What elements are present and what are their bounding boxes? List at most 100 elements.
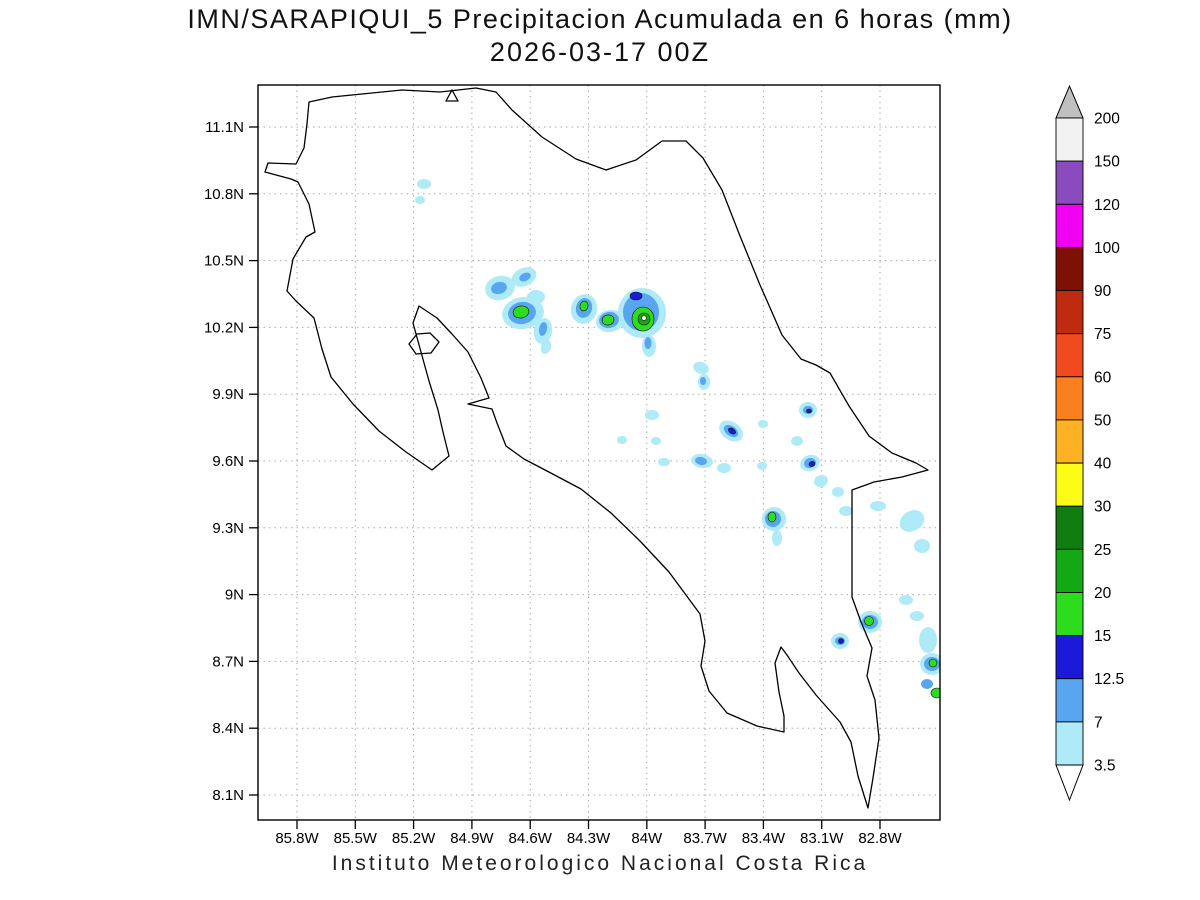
x-tick-label: 84W <box>631 830 663 847</box>
y-axis-labels: 11.1N 10.8N 10.5N 10.2N 9.9N 9.6N 9.3N 9… <box>204 119 244 804</box>
map-title: IMN/SARAPIQUI_5 Precipitacion Acumulada … <box>187 4 1013 34</box>
y-tick-label: 8.4N <box>212 720 244 737</box>
title-block: IMN/SARAPIQUI_5 Precipitacion Acumulada … <box>0 4 1200 68</box>
x-tick-label: 83.7W <box>683 830 727 847</box>
precip-cell <box>757 462 767 470</box>
precip-cell <box>864 616 874 626</box>
colorbar-bands <box>1055 117 1084 766</box>
precip-cell <box>899 595 913 605</box>
precip-cell <box>644 337 652 349</box>
svg-text:100: 100 <box>1094 240 1120 257</box>
precip-cell <box>700 377 706 385</box>
precip-cell <box>832 487 844 497</box>
colorbar-arrow-top <box>1055 84 1084 119</box>
svg-text:90: 90 <box>1094 283 1112 300</box>
map-datetime: 2026-03-17 00Z <box>489 37 711 67</box>
colorbar: 200 150 120 100 90 75 60 50 40 30 25 20 … <box>1055 84 1124 802</box>
svg-text:7: 7 <box>1094 714 1103 731</box>
svg-text:3.5: 3.5 <box>1094 758 1116 775</box>
precip-cell <box>519 272 531 282</box>
precip-cell <box>767 511 777 523</box>
plot-frame <box>257 84 941 821</box>
svg-text:40: 40 <box>1094 456 1112 473</box>
svg-text:120: 120 <box>1094 197 1120 214</box>
precip-cells <box>415 179 940 699</box>
y-tick-label: 10.8N <box>204 186 244 203</box>
x-tick-label: 84.9W <box>450 830 494 847</box>
x-tick-label: 83.4W <box>742 830 786 847</box>
precip-cell <box>839 506 853 516</box>
y-tick-label: 10.2N <box>204 319 244 336</box>
precip-cell <box>641 315 647 321</box>
svg-text:25: 25 <box>1094 542 1111 559</box>
precip-cell <box>645 410 659 420</box>
colorbar-labels: 200 150 120 100 90 75 60 50 40 30 25 20 … <box>1094 111 1124 775</box>
precip-cell <box>415 196 425 204</box>
chira-island-outline <box>408 332 440 355</box>
x-tick-label: 84.3W <box>567 830 611 847</box>
precip-cell <box>758 420 768 428</box>
precip-cell <box>417 179 431 189</box>
precip-cell <box>617 436 627 444</box>
precip-cell <box>899 510 925 532</box>
institution-footer: Instituto Meteorologico Nacional Costa R… <box>331 852 869 875</box>
precip-cell <box>491 281 507 295</box>
svg-text:20: 20 <box>1094 585 1112 602</box>
svg-text:12.5: 12.5 <box>1094 671 1124 688</box>
precip-cell <box>930 687 940 699</box>
y-tick-label: 11.1N <box>205 119 244 136</box>
precip-cell <box>914 539 930 553</box>
precip-cell <box>928 658 938 668</box>
precip-cell <box>772 530 782 546</box>
precip-cell <box>838 638 844 644</box>
y-tick-label: 8.1N <box>212 787 244 804</box>
colorbar-arrow-bottom <box>1055 764 1084 802</box>
precip-cell <box>538 322 548 336</box>
x-axis-labels: 85.8W 85.5W 85.2W 84.9W 84.6W 84.3W 84W … <box>275 830 902 847</box>
precip-cell <box>512 305 530 319</box>
precip-cell <box>919 627 937 653</box>
svg-text:50: 50 <box>1094 412 1112 429</box>
precip-cell <box>717 463 731 473</box>
precip-cell <box>540 340 552 354</box>
precip-cell <box>808 461 816 467</box>
precip-cell <box>579 300 589 312</box>
precip-cell <box>695 456 707 466</box>
svg-text:150: 150 <box>1094 154 1120 171</box>
precip-cell <box>806 408 812 414</box>
x-tick-label: 84.6W <box>509 830 553 847</box>
x-tick-label: 82.8W <box>858 830 902 847</box>
svg-text:200: 200 <box>1094 111 1120 128</box>
precip-cell <box>651 437 661 445</box>
y-tick-label: 8.7N <box>212 653 244 670</box>
y-tick-label: 9N <box>225 587 244 604</box>
svg-text:15: 15 <box>1094 628 1111 645</box>
precip-cell <box>921 679 933 689</box>
axis-tick-marks <box>249 126 881 829</box>
svg-text:60: 60 <box>1094 369 1112 386</box>
precip-cell <box>870 501 886 511</box>
x-tick-label: 85.5W <box>334 830 378 847</box>
y-tick-label: 9.6N <box>212 453 244 470</box>
precip-cell <box>791 436 803 446</box>
precip-cell <box>910 611 924 621</box>
graticule-gridlines <box>258 85 940 820</box>
precip-cell <box>629 291 643 301</box>
costa-rica-outline <box>264 87 929 809</box>
svg-text:75: 75 <box>1094 326 1111 343</box>
precip-cell <box>728 427 736 435</box>
y-tick-label: 9.9N <box>212 386 244 403</box>
coastline-outline <box>264 87 929 809</box>
precip-cell <box>601 314 615 326</box>
precip-cell <box>814 474 828 488</box>
y-tick-label: 10.5N <box>204 253 244 270</box>
triangle-marker <box>445 89 459 102</box>
x-tick-label: 83.1W <box>800 830 844 847</box>
precip-cell <box>693 361 709 375</box>
svg-text:30: 30 <box>1094 499 1112 516</box>
x-tick-label: 85.2W <box>392 830 436 847</box>
y-tick-label: 9.3N <box>212 520 244 537</box>
x-tick-label: 85.8W <box>275 830 319 847</box>
